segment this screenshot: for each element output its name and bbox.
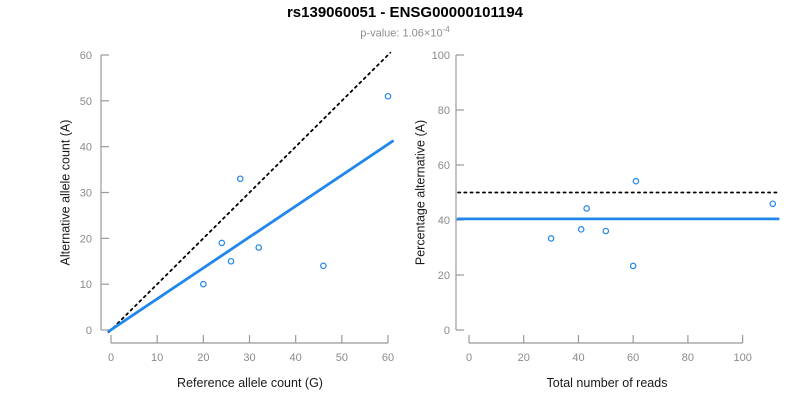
data-point <box>577 226 585 233</box>
y-tick-label: 10 <box>80 279 92 291</box>
x-tick-label: 60 <box>627 352 639 364</box>
right-y-axis-title: Percentage alternative (A) <box>413 119 428 266</box>
right-x-axis-title: Total number of reads <box>546 376 668 390</box>
y-tick-label: 60 <box>80 50 92 62</box>
x-tick-label: 60 <box>382 352 394 364</box>
x-tick-label: 0 <box>466 352 472 364</box>
data-point <box>632 177 640 185</box>
x-tick-label: 50 <box>336 352 348 364</box>
data-point <box>255 244 263 251</box>
fit-line <box>107 139 395 333</box>
y-tick-label: 80 <box>438 105 450 117</box>
y-tick-label: 100 <box>432 50 450 62</box>
x-tick-label: 30 <box>243 352 255 364</box>
y-tick-label: 60 <box>438 160 450 172</box>
data-point <box>384 92 392 100</box>
data-point <box>227 257 235 265</box>
y-tick-label: 40 <box>80 142 92 154</box>
x-tick-label: 80 <box>682 352 694 364</box>
identity-line <box>107 51 392 334</box>
data-point <box>602 227 610 235</box>
y-tick-label: 0 <box>444 325 450 337</box>
pvalue-text: p-value: 1.06×10 <box>360 27 443 40</box>
data-point <box>769 200 777 208</box>
x-tick-label: 20 <box>518 352 530 364</box>
x-tick-label: 100 <box>733 352 751 364</box>
data-point <box>218 239 226 247</box>
y-tick-label: 30 <box>80 188 92 200</box>
x-tick-label: 10 <box>151 352 163 364</box>
data-point <box>320 262 327 270</box>
x-tick-label: 0 <box>108 352 114 364</box>
left-x-axis-title: Reference allele count (G) <box>177 376 323 390</box>
y-tick-label: 0 <box>86 325 92 337</box>
pvalue-exponent: -4 <box>442 25 450 34</box>
left-y-axis-title: Alternative allele count (A) <box>58 119 73 266</box>
x-tick-label: 40 <box>572 352 584 364</box>
x-tick-label: 20 <box>197 352 209 364</box>
data-point <box>629 262 637 270</box>
y-tick-label: 50 <box>80 96 92 108</box>
data-point <box>583 205 590 212</box>
chart-title: rs139060051 - ENSG00000101194 <box>286 4 524 21</box>
data-point <box>236 175 244 183</box>
y-tick-label: 40 <box>438 215 450 227</box>
right-scatter-plot: 0 20 40 60 80 100 0 20 40 60 80 100 <box>432 50 780 364</box>
data-point <box>200 280 207 288</box>
data-point <box>547 235 555 242</box>
x-tick-label: 40 <box>290 352 302 364</box>
y-tick-label: 20 <box>438 270 450 282</box>
y-tick-label: 20 <box>80 233 92 245</box>
left-scatter-plot: 0 10 20 30 40 50 60 0 10 20 30 40 50 60 <box>80 50 394 364</box>
chart-subtitle: p-value: 1.06×10-4 <box>5 25 800 40</box>
